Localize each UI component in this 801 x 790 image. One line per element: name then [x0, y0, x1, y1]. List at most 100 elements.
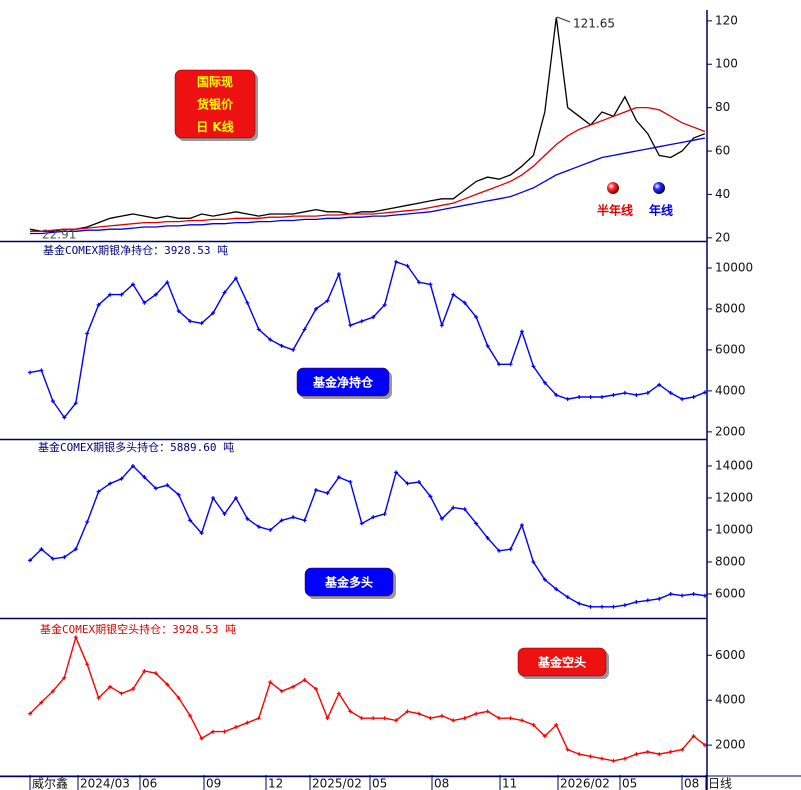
- point-marker: [554, 587, 559, 592]
- y-tick-label: 20: [715, 230, 730, 244]
- point-marker: [222, 290, 227, 295]
- y-tick-label: 10000: [715, 260, 753, 274]
- point-marker: [85, 519, 90, 524]
- point-marker: [474, 521, 479, 526]
- point-marker: [394, 259, 399, 264]
- point-marker: [428, 282, 433, 287]
- point-marker: [245, 516, 250, 521]
- point-marker: [165, 682, 170, 687]
- point-marker: [428, 494, 433, 499]
- point-marker: [508, 547, 513, 552]
- point-marker: [245, 300, 250, 305]
- point-marker: [439, 323, 444, 328]
- point-marker: [691, 734, 696, 739]
- badge-text: 基金多头: [324, 575, 373, 590]
- point-marker: [600, 604, 605, 609]
- point-marker: [73, 635, 78, 640]
- point-marker: [451, 505, 456, 510]
- y-tick-label: 6000: [715, 586, 746, 600]
- point-marker: [108, 292, 113, 297]
- y-tick-label: 4000: [715, 693, 746, 707]
- point-marker: [336, 475, 341, 480]
- point-marker: [622, 603, 627, 608]
- point-marker: [233, 725, 238, 730]
- annotation: 22.91: [42, 228, 76, 242]
- point-marker: [314, 487, 319, 492]
- badge: [517, 647, 607, 677]
- point-marker: [268, 527, 273, 532]
- point-marker: [508, 362, 513, 367]
- point-marker: [497, 716, 502, 721]
- point-marker: [28, 711, 32, 716]
- point-marker: [680, 747, 685, 752]
- point-marker: [130, 463, 135, 468]
- point-marker: [73, 401, 78, 406]
- point-marker: [291, 347, 296, 352]
- point-marker: [50, 689, 55, 694]
- point-marker: [634, 599, 639, 604]
- point-marker: [622, 756, 627, 761]
- point-marker: [382, 716, 387, 721]
- y-tick-label: 2000: [715, 424, 746, 438]
- point-marker: [611, 604, 616, 609]
- point-marker: [39, 368, 44, 373]
- x-tick-label: 2024/03: [80, 777, 130, 790]
- point-marker: [611, 758, 616, 763]
- y-tick-label: 2000: [715, 738, 746, 752]
- series-line: [30, 106, 706, 232]
- point-marker: [62, 675, 67, 680]
- point-marker: [485, 343, 490, 348]
- x-tick-label: 05: [372, 777, 387, 790]
- point-marker: [85, 331, 90, 336]
- point-marker: [268, 337, 273, 342]
- x-tick-label: 威尔鑫: [32, 776, 68, 790]
- point-marker: [222, 511, 227, 516]
- point-marker: [680, 397, 685, 402]
- legend-label: 半年线: [597, 203, 633, 218]
- y-tick-label: 6000: [715, 342, 746, 356]
- panel-title: 基金COMEX期银空头持仓：3928.53 吨: [40, 622, 236, 636]
- point-marker: [130, 686, 135, 691]
- point-marker: [336, 691, 341, 696]
- point-marker: [62, 555, 67, 560]
- point-marker: [531, 722, 536, 727]
- badge-text: 基金空头: [537, 655, 586, 670]
- point-marker: [405, 481, 410, 486]
- point-marker: [176, 492, 181, 497]
- point-marker: [691, 591, 696, 596]
- series-line: [29, 17, 706, 232]
- y-tick-label: 8000: [715, 301, 746, 315]
- x-tick-label: 12: [268, 777, 283, 790]
- point-marker: [462, 507, 467, 512]
- point-marker: [497, 548, 502, 553]
- point-marker: [416, 479, 421, 484]
- point-marker: [96, 489, 101, 494]
- point-marker: [657, 596, 662, 601]
- y-tick-label: 10000: [715, 522, 753, 536]
- x-tick-label: 日线: [708, 777, 732, 790]
- point-marker: [542, 734, 547, 739]
- x-tick-label: 2026/02: [560, 777, 610, 790]
- point-marker: [176, 695, 181, 700]
- point-marker: [314, 686, 319, 691]
- y-tick-label: 14000: [715, 458, 753, 472]
- point-marker: [519, 523, 524, 528]
- series-line: [30, 137, 706, 235]
- point-marker: [519, 329, 524, 334]
- point-marker: [359, 319, 364, 324]
- point-marker: [588, 604, 593, 609]
- y-tick-label: 8000: [715, 554, 746, 568]
- badge-text: 日 K线: [196, 119, 233, 134]
- x-tick-label: 08: [434, 777, 449, 790]
- point-marker: [211, 311, 216, 316]
- legend-label: 年线: [649, 203, 673, 218]
- point-marker: [165, 483, 170, 488]
- point-marker: [680, 593, 685, 598]
- point-marker: [371, 515, 376, 520]
- badge: [296, 367, 390, 397]
- point-marker: [451, 292, 456, 297]
- y-tick-label: 12000: [715, 490, 753, 504]
- point-marker: [119, 691, 124, 696]
- badge-text: 国际现: [197, 75, 233, 89]
- point-marker: [394, 470, 399, 475]
